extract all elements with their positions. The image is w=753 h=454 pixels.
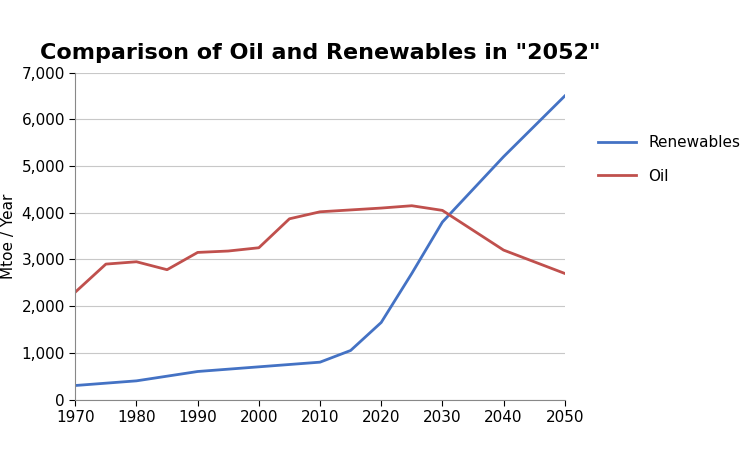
Renewables bbox=[560, 93, 569, 99]
Line: Renewables: Renewables bbox=[75, 96, 565, 385]
Oil bbox=[316, 209, 325, 215]
Renewables bbox=[255, 364, 264, 370]
Line: Oil: Oil bbox=[75, 206, 565, 292]
Oil bbox=[346, 207, 355, 212]
Oil bbox=[255, 245, 264, 251]
Renewables bbox=[438, 219, 447, 225]
Oil bbox=[71, 289, 80, 295]
Renewables bbox=[71, 383, 80, 388]
Oil bbox=[163, 267, 172, 272]
Oil bbox=[499, 247, 508, 253]
Oil bbox=[194, 250, 203, 255]
Renewables bbox=[499, 154, 508, 159]
Oil bbox=[285, 216, 294, 222]
Legend: Renewables, Oil: Renewables, Oil bbox=[592, 129, 747, 190]
Oil bbox=[132, 259, 141, 265]
Renewables bbox=[407, 271, 416, 276]
Renewables bbox=[376, 320, 386, 325]
Oil bbox=[224, 248, 233, 254]
Renewables bbox=[132, 378, 141, 384]
Y-axis label: Mtoe / Year: Mtoe / Year bbox=[1, 193, 16, 279]
Oil bbox=[438, 207, 447, 213]
Oil bbox=[376, 205, 386, 211]
Oil bbox=[407, 203, 416, 208]
Oil bbox=[560, 271, 569, 276]
Oil bbox=[102, 262, 111, 267]
Renewables bbox=[346, 348, 355, 353]
Renewables bbox=[194, 369, 203, 374]
Title: Comparison of Oil and Renewables in "2052": Comparison of Oil and Renewables in "205… bbox=[40, 43, 600, 63]
Renewables bbox=[316, 360, 325, 365]
